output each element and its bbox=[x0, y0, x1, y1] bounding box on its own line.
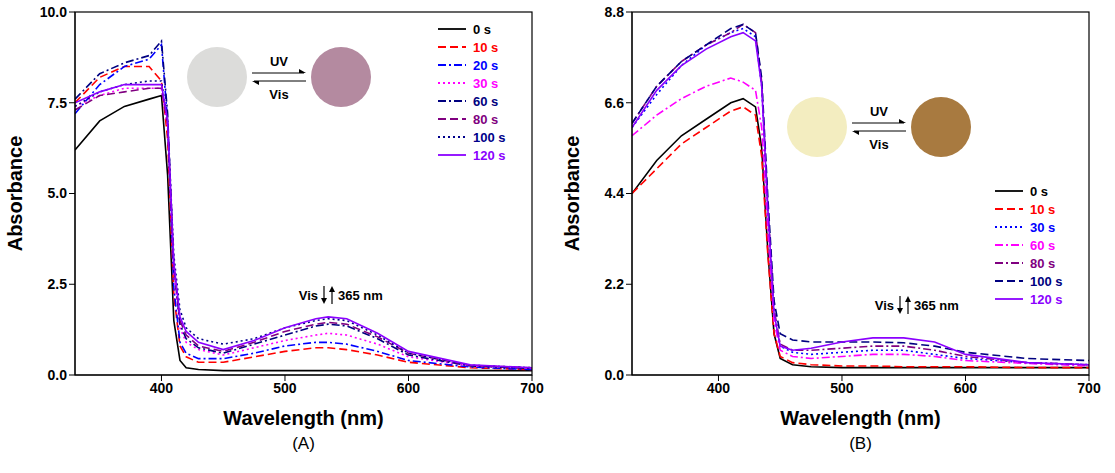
svg-text:4.4: 4.4 bbox=[605, 185, 625, 201]
svg-text:400: 400 bbox=[707, 380, 731, 396]
svg-text:Vis: Vis bbox=[299, 288, 318, 303]
svg-text:0.0: 0.0 bbox=[48, 367, 68, 383]
html-text:80 s: 80 s bbox=[1030, 255, 1056, 271]
svg-text:700: 700 bbox=[520, 380, 544, 396]
svg-text:8.8: 8.8 bbox=[605, 4, 625, 20]
svg-text:UV: UV bbox=[270, 54, 288, 69]
svg-text:400: 400 bbox=[150, 380, 174, 396]
html-text:(A): (A) bbox=[292, 434, 315, 453]
html-text:100 s: 100 s bbox=[473, 129, 506, 145]
svg-text:365 nm: 365 nm bbox=[338, 288, 383, 303]
html-text:0 s: 0 s bbox=[1030, 183, 1049, 199]
html-text:10 s: 10 s bbox=[1030, 201, 1056, 217]
svg-text:6.6: 6.6 bbox=[605, 95, 625, 111]
html-text:10 s: 10 s bbox=[473, 39, 499, 55]
html-text:80 s: 80 s bbox=[473, 111, 499, 127]
svg-text:600: 600 bbox=[954, 380, 978, 396]
html-text:120 s: 120 s bbox=[1030, 291, 1063, 307]
svg-text:365 nm: 365 nm bbox=[914, 298, 959, 313]
svg-text:500: 500 bbox=[830, 380, 854, 396]
svg-text:7.5: 7.5 bbox=[48, 95, 68, 111]
html-text:30 s: 30 s bbox=[473, 75, 499, 91]
html-text:60 s: 60 s bbox=[1030, 237, 1056, 253]
html-text:30 s: 30 s bbox=[1030, 219, 1056, 235]
svg-text:Absorbance: Absorbance bbox=[561, 136, 583, 252]
html-text:20 s: 20 s bbox=[473, 57, 499, 73]
svg-text:500: 500 bbox=[273, 380, 297, 396]
svg-text:Wavelength (nm): Wavelength (nm) bbox=[223, 407, 383, 429]
svg-text:700: 700 bbox=[1077, 380, 1101, 396]
svg-text:Vis: Vis bbox=[269, 87, 288, 102]
svg-text:Vis: Vis bbox=[869, 137, 888, 152]
svg-text:Absorbance: Absorbance bbox=[4, 136, 26, 252]
html-text:0 s: 0 s bbox=[473, 21, 492, 37]
html-text:(B): (B) bbox=[849, 434, 872, 453]
svg-text:UV: UV bbox=[870, 104, 888, 119]
svg-text:5.0: 5.0 bbox=[48, 185, 68, 201]
svg-text:2.5: 2.5 bbox=[48, 276, 68, 292]
svg-text:Wavelength (nm): Wavelength (nm) bbox=[780, 407, 940, 429]
html-text:100 s: 100 s bbox=[1030, 273, 1063, 289]
html-text:120 s: 120 s bbox=[473, 147, 506, 163]
svg-text:2.2: 2.2 bbox=[605, 276, 625, 292]
svg-text:Vis: Vis bbox=[875, 298, 894, 313]
svg-text:10.0: 10.0 bbox=[40, 4, 67, 20]
svg-text:600: 600 bbox=[397, 380, 421, 396]
html-text:60 s: 60 s bbox=[473, 93, 499, 109]
svg-text:0.0: 0.0 bbox=[605, 367, 625, 383]
